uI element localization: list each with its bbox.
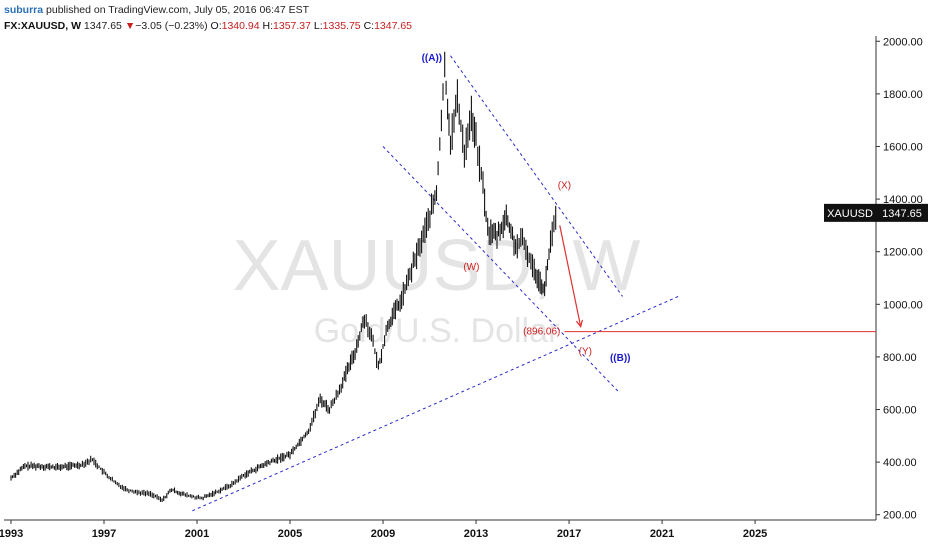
time-tick-label: 2013 xyxy=(464,528,488,540)
symbol-label[interactable]: FX:XAUUSD, W xyxy=(4,20,81,32)
watermark-symbol: XAUUSD, W xyxy=(232,226,640,306)
price-tick-label: 800.00 xyxy=(883,352,917,364)
time-tick-label: 2009 xyxy=(371,528,395,540)
low-label: L: xyxy=(313,20,323,32)
price-bars[interactable] xyxy=(10,51,557,502)
symbol-badge-label: XAUUSD xyxy=(827,208,873,220)
last-price: 1347.65 xyxy=(83,20,122,32)
price-tick-label: 1600.00 xyxy=(883,141,923,153)
wave-label: ((B)) xyxy=(610,353,631,364)
down-arrow-icon: ▼ xyxy=(124,20,136,32)
price-tick-label: 2000.00 xyxy=(883,36,923,48)
level-label: (896.06) xyxy=(523,327,560,338)
price-change: −3.05 (−0.23%) xyxy=(135,20,208,32)
time-tick-label: 1993 xyxy=(0,528,23,540)
open-value: 1340.94 xyxy=(221,20,260,32)
price-tick-label: 200.00 xyxy=(883,510,917,522)
close-value: 1347.65 xyxy=(374,20,413,32)
wave-label: ((A)) xyxy=(422,53,443,64)
wave-label: (W) xyxy=(463,262,479,273)
price-tick-label: 1000.00 xyxy=(883,299,923,311)
time-tick-label: 2025 xyxy=(743,528,767,540)
wave-label: (Y) xyxy=(579,346,592,357)
time-tick-label: 2017 xyxy=(557,528,581,540)
time-tick-label: 1997 xyxy=(92,528,116,540)
trend-channel-line[interactable] xyxy=(450,55,623,297)
open-label: O: xyxy=(210,20,222,32)
trend-channel-line[interactable] xyxy=(382,146,619,392)
price-tick-label: 600.00 xyxy=(883,405,917,417)
price-badge xyxy=(876,203,928,222)
time-tick-label: 2005 xyxy=(278,528,302,540)
author-link[interactable]: suburra xyxy=(4,4,44,16)
published-text: published on TradingView.com, July 05, 2… xyxy=(46,4,310,16)
price-tick-label: 400.00 xyxy=(883,457,917,469)
current-price-label: 1347.65 xyxy=(882,208,922,220)
price-tick-label: 1400.00 xyxy=(883,194,923,206)
publish-line: suburra published on TradingView.com, Ju… xyxy=(4,2,864,18)
close-label: C: xyxy=(363,20,375,32)
projection-arrow-head xyxy=(575,319,583,329)
watermark-description: Gold/U.S. Dollar xyxy=(314,312,560,350)
time-tick-label: 2001 xyxy=(185,528,209,540)
projection-arrow-line[interactable] xyxy=(559,225,582,327)
low-value: 1335.75 xyxy=(322,20,361,32)
price-tick-label: 1200.00 xyxy=(883,247,923,259)
symbol-badge xyxy=(824,203,876,222)
ohlc-line: FX:XAUUSD, W 1347.65 ▼−3.05 (−0.23%) O:1… xyxy=(4,18,864,34)
time-tick-label: 2021 xyxy=(650,528,674,540)
high-label: H: xyxy=(262,20,274,32)
trend-channel-line[interactable] xyxy=(192,295,679,512)
chart-header: suburra published on TradingView.com, Ju… xyxy=(4,2,864,34)
wave-label: (X) xyxy=(558,181,571,192)
price-tick-label: 1800.00 xyxy=(883,89,923,101)
high-value: 1357.37 xyxy=(273,20,311,32)
